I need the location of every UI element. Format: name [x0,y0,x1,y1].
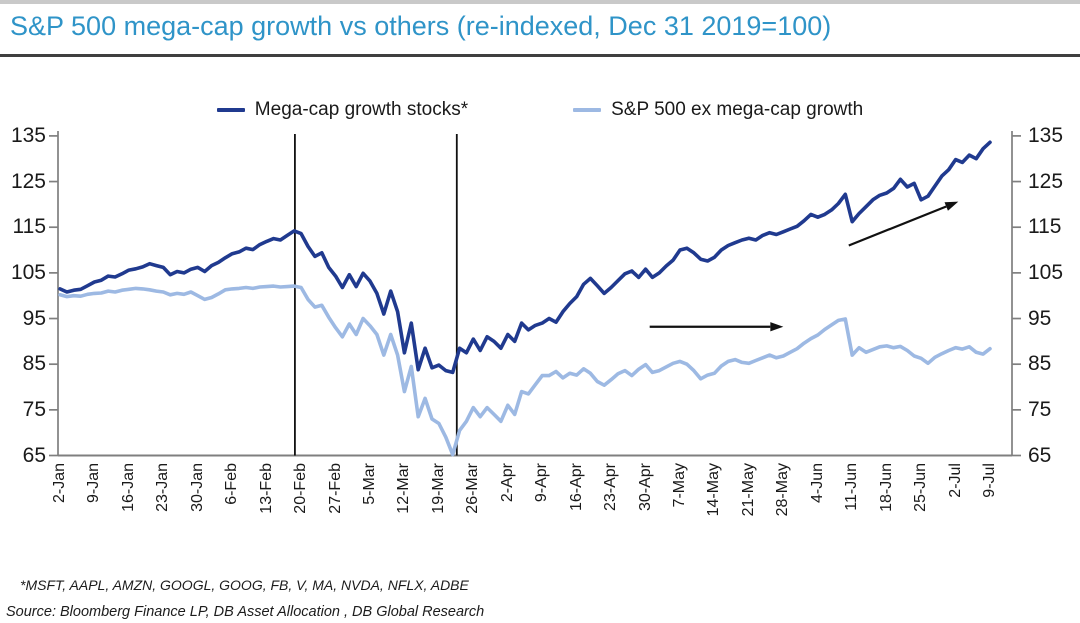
x-axis-label: 30-Apr [637,463,654,512]
y-axis-label-right: 95 [1028,307,1052,330]
x-axis-label: 14-May [705,463,722,517]
x-axis-label: 7-May [671,463,688,508]
x-axis-label: 6-Feb [223,463,240,505]
x-axis-label: 26-Mar [464,463,481,514]
x-axis-label: 23-Jan [154,463,171,512]
x-axis-label: 11-Jun [843,463,860,511]
legend-item-megacap: Mega-cap growth stocks* [216,99,469,121]
y-axis-label-right: 115 [1028,215,1062,238]
x-axis-label: 30-Jan [189,463,206,512]
y-axis-label-left: 105 [10,261,46,284]
x-axis-label: 5-Mar [361,463,378,505]
legend-swatch-exmegacap-line [573,108,602,112]
x-axis-label: 9-Jul [981,463,998,498]
x-axis-label: 27-Feb [327,463,344,514]
footnote-source: Source: Bloomberg Finance LP, DB Asset A… [6,604,485,620]
chart-legend: Mega-cap growth stocks* S&P 500 ex mega-… [0,99,1080,121]
x-axis-label: 13-Feb [258,463,275,514]
y-axis-label-left: 75 [22,398,46,421]
x-axis-label: 20-Feb [292,463,309,514]
legend-label-megacap: Mega-cap growth stocks* [254,99,469,120]
x-axis-label: 19-Mar [430,463,447,514]
y-axis-label-right: 85 [1028,352,1052,375]
x-axis-label: 25-Jun [912,463,929,512]
legend-label-exmegacap: S&P 500 ex mega-cap growth [611,99,864,120]
legend-item-exmegacap: S&P 500 ex mega-cap growth [573,99,863,121]
y-axis-label-right: 125 [1028,170,1064,193]
x-axis-label: 16-Apr [568,463,585,512]
x-axis-label: 23-Apr [602,463,619,512]
y-axis-label-left: 135 [10,124,46,147]
title-divider [0,54,1080,57]
x-axis-label: 18-Jun [878,463,895,512]
x-axis-label: 21-May [740,463,757,517]
x-axis-label: 4-Jun [809,463,826,504]
y-axis-label-right: 105 [1028,261,1064,284]
x-axis-label: 2-Jul [947,463,964,498]
y-axis-label-left: 115 [12,215,46,238]
y-axis-label-left: 125 [10,170,46,193]
y-axis-label-right: 75 [1028,398,1052,421]
x-axis-label: 16-Jan [120,463,137,512]
y-axis-label-right: 135 [1028,124,1064,147]
x-axis-label: 12-Mar [395,463,412,514]
window-top-edge [0,0,1080,4]
legend-swatch-megacap-line [216,108,245,112]
y-axis-label-right: 65 [1028,444,1052,467]
x-axis-label: 2-Apr [499,463,516,503]
x-axis-label: 9-Jan [85,463,102,504]
y-axis-label-left: 65 [22,444,46,467]
chart-title: S&P 500 mega-cap growth vs others (re-in… [10,11,832,41]
x-axis-label: 2-Jan [51,463,68,504]
x-axis-label: 28-May [774,463,791,517]
y-axis-label-left: 95 [22,307,46,330]
y-axis-label-left: 85 [22,352,46,375]
x-axis-label: 9-Apr [533,463,550,503]
footnote-constituents: *MSFT, AAPL, AMZN, GOOGL, GOOG, FB, V, M… [20,577,469,593]
